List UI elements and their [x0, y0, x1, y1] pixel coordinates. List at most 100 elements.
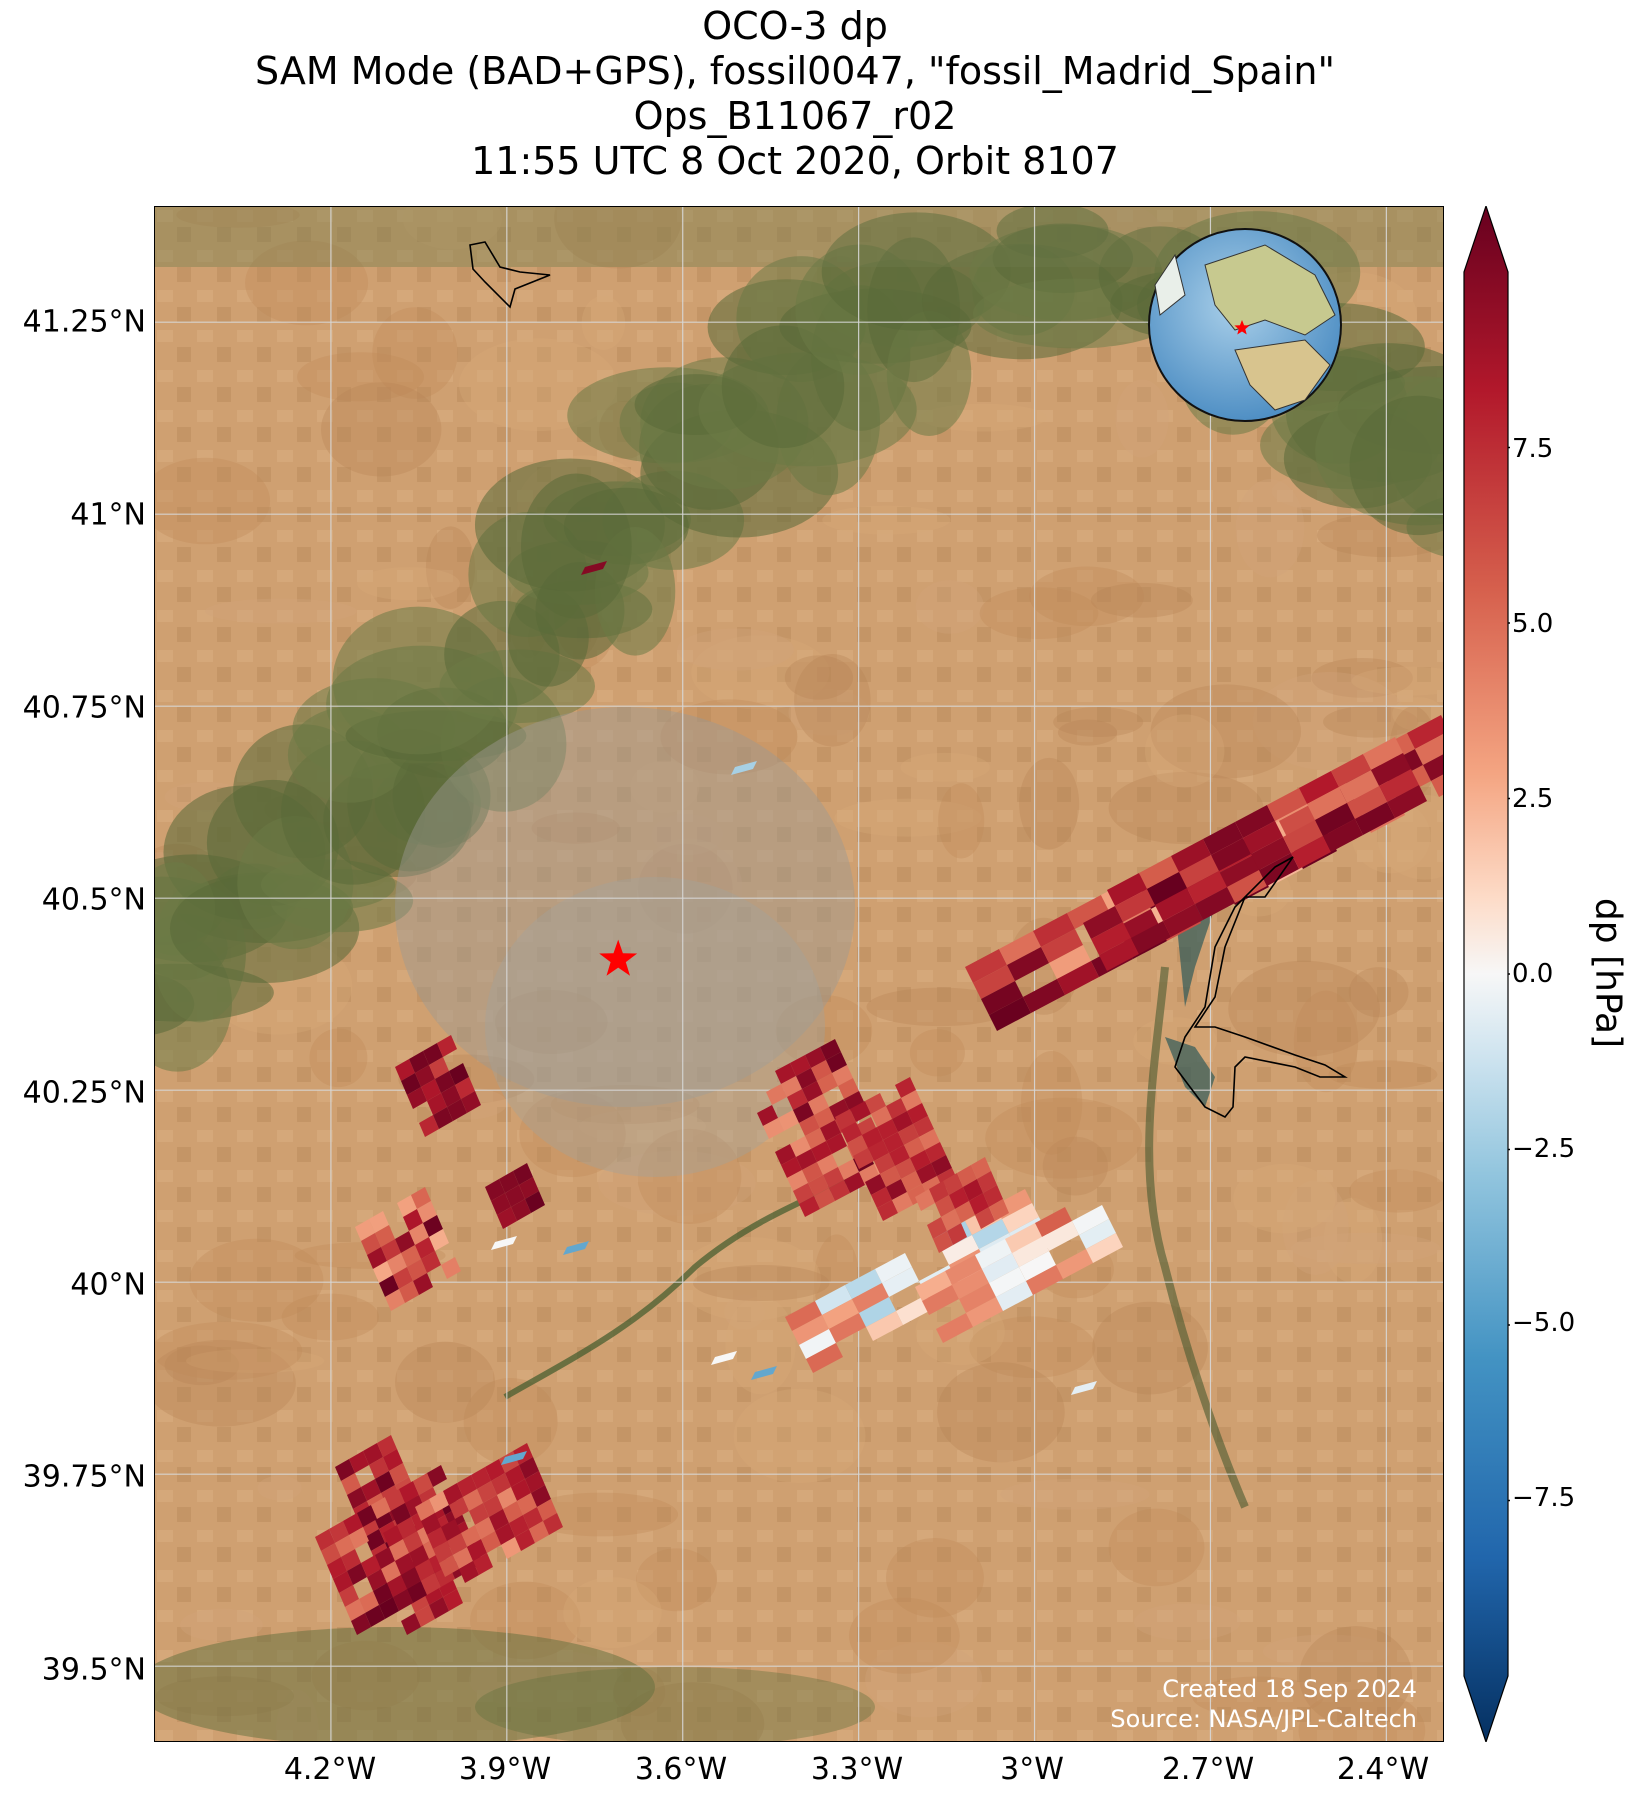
terrain-patch: [724, 1294, 765, 1330]
dp-sounding-pixel: [491, 1193, 511, 1215]
dp-sounding-pixel: [799, 1329, 836, 1359]
dp-sounding-pixel: [1041, 929, 1083, 963]
dp-sounding-pixel: [421, 1513, 441, 1535]
dp-sounding-pixel: [505, 1465, 525, 1487]
dp-sounding-pixel: [383, 1525, 403, 1547]
terrain-patch: [788, 689, 870, 736]
terrain-patch: [1228, 960, 1380, 1057]
dp-sounding-pixel: [781, 1076, 802, 1097]
terrain-patch: [985, 1097, 1143, 1179]
title-line-4: 11:55 UTC 8 Oct 2020, Orbit 8107: [471, 139, 1119, 183]
dp-sounding-pixel: [1163, 904, 1203, 937]
madrid-urban-area: [485, 877, 825, 1177]
dp-sounding-pixel: [473, 1553, 493, 1575]
created-credit: Created 18 Sep 2024: [1162, 1675, 1417, 1703]
dp-sounding-pixel: [467, 1539, 487, 1561]
dp-sounding-pixel: [892, 1111, 913, 1132]
colorbar-tick-label: 0.0: [1512, 959, 1554, 989]
southern-hills: [475, 1667, 875, 1741]
dp-sounding-pixel: [844, 1172, 865, 1193]
dp-sounding-pixel: [1431, 774, 1443, 797]
map-panel[interactable]: Created 18 Sep 2024 Source: NASA/JPL-Cal…: [154, 206, 1444, 1742]
dp-sounding-pixel: [517, 1493, 537, 1515]
dp-sounding-pixel: [815, 1285, 852, 1315]
dp-sounding-pixel: [407, 1581, 427, 1603]
dp-sounding-pixel: [865, 1093, 886, 1114]
terrain-patch: [865, 1641, 983, 1718]
dp-sounding-pixel: [359, 1591, 379, 1613]
dp-sounding-pixel: [1299, 771, 1339, 804]
dp-sounding-pixel: [501, 1451, 527, 1465]
dp-sounding-pixel: [952, 1269, 989, 1299]
dp-sounding-pixel: [817, 1154, 838, 1175]
terrain-patch: [1133, 1603, 1241, 1641]
dp-sounding-pixel: [491, 1473, 511, 1495]
dp-sounding-pixel: [711, 1351, 737, 1365]
dp-sounding-pixel: [393, 1589, 413, 1611]
dp-sounding-pixel: [491, 1236, 517, 1250]
dp-sounding-pixel: [915, 1189, 935, 1211]
dp-sounding-pixel: [805, 1128, 826, 1149]
dp-sounding-pixel: [409, 1545, 429, 1567]
dp-sounding-pixel: [1035, 1207, 1072, 1237]
dp-sounding-pixel: [499, 1171, 519, 1193]
dp-sounding-pixel: [1049, 945, 1091, 979]
terrain-patch: [372, 307, 458, 399]
dp-sounding-pixel: [441, 1085, 461, 1107]
dp-sounding-pixel: [814, 1188, 835, 1209]
dp-sounding-pixel: [1115, 889, 1155, 922]
dp-sounding-pixel: [868, 1140, 889, 1161]
dp-sounding-pixel: [1259, 853, 1299, 886]
terrain-patch: [1057, 719, 1118, 746]
dp-sounding-pixel: [345, 1599, 365, 1621]
terrain-patch: [581, 295, 626, 350]
dp-sounding-pixel: [972, 1219, 1009, 1249]
dp-sounding-pixel: [916, 1163, 937, 1184]
dp-sounding-pixel: [1243, 821, 1283, 854]
dp-sounding-pixel: [321, 1543, 341, 1565]
terrain-patch: [637, 1128, 742, 1225]
dp-sounding-pixel: [996, 1281, 1033, 1311]
dp-sounding-pixel: [802, 1162, 823, 1183]
dp-sounding-pixel: [373, 1583, 393, 1605]
dp-sounding-pixel: [377, 1435, 397, 1457]
dp-sounding-pixel: [811, 1060, 832, 1081]
dp-sounding-pixel: [433, 1541, 453, 1563]
dp-sounding-pixel: [904, 1137, 925, 1158]
terrain-patch: [554, 207, 682, 269]
dp-sounding-pixel: [1423, 754, 1443, 781]
terrain-patch: [900, 752, 990, 782]
dp-sounding-pixel: [1171, 839, 1211, 872]
dp-sounding-pixel: [1131, 921, 1171, 954]
dp-sounding-pixel: [882, 1267, 919, 1297]
dp-sounding-pixel: [437, 1035, 457, 1057]
dp-sounding-pixel: [513, 1163, 533, 1185]
terrain-patch: [775, 995, 873, 1067]
province-border: [469, 241, 551, 309]
dp-sounding-pixel: [381, 1561, 401, 1583]
dp-sounding-pixel: [901, 1171, 922, 1192]
dp-sounding-pixel: [397, 1195, 417, 1217]
dp-sounding-pixel: [799, 1196, 820, 1217]
dp-sounding-pixel: [865, 1174, 886, 1195]
terrain-patch: [1299, 1626, 1413, 1727]
terrain-patch: [979, 587, 1099, 640]
dp-sounding-pixel: [455, 1077, 475, 1099]
colorbar-tick-label: −5.0: [1512, 1308, 1576, 1338]
dp-sounding-pixel: [915, 1271, 952, 1301]
dp-sounding-pixel: [1283, 820, 1323, 853]
dp-sounding-pixel: [1099, 938, 1139, 971]
terrain-patch: [1090, 582, 1193, 618]
dp-sounding-pixel: [329, 1521, 349, 1543]
colorbar-tick-label: 7.5: [1512, 434, 1554, 464]
terrain-patch: [733, 1388, 866, 1484]
dp-sounding-pixel: [859, 1297, 896, 1327]
dp-sounding-pixel: [866, 1311, 903, 1341]
title-line-1: OCO-3 dp: [702, 4, 888, 48]
terrain-patch: [1349, 1169, 1443, 1213]
terrain-patch: [1291, 1232, 1441, 1264]
dp-sounding-pixel: [1387, 785, 1427, 818]
dp-sounding-pixel: [853, 1148, 874, 1169]
dp-sounding-pixel: [385, 1489, 405, 1511]
colorbar-tick-label: −7.5: [1512, 1483, 1576, 1513]
